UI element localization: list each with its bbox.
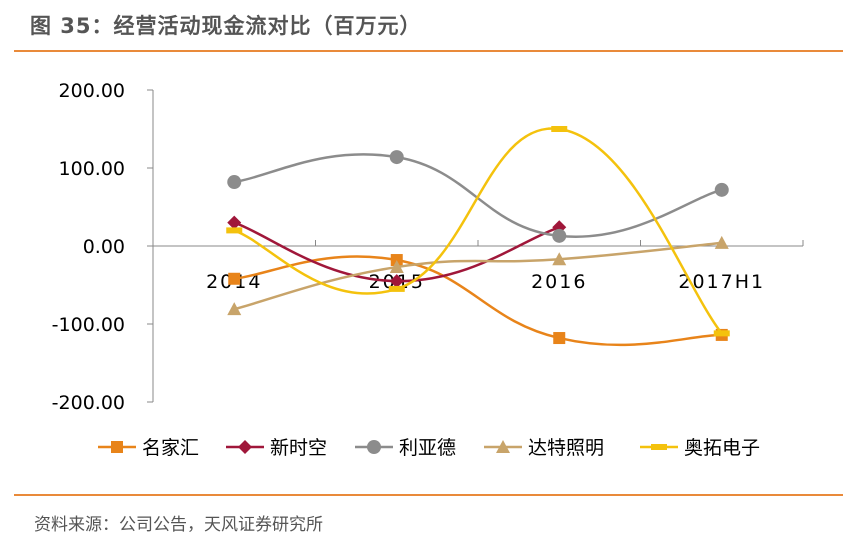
y-tick-label: -200.00 <box>52 392 125 414</box>
series-1-line <box>234 255 722 347</box>
series-1-point <box>390 254 403 267</box>
legend-item-2-marker <box>238 440 252 454</box>
series-4-point <box>714 235 729 249</box>
legend-item-1-marker <box>111 441 123 453</box>
series-5-point <box>226 227 243 234</box>
legend-item-3-label: 利亚德 <box>399 437 456 459</box>
x-tick-label: 2016 <box>531 271 587 293</box>
y-tick-label: 0.00 <box>83 236 125 258</box>
series-3-point <box>227 175 242 190</box>
series-2-point <box>227 215 242 230</box>
series-4-point <box>389 260 404 274</box>
y-tick-label: 100.00 <box>59 158 125 180</box>
legend-item-5-marker <box>651 444 667 450</box>
series-5-point <box>713 330 730 337</box>
series-3-point <box>389 150 404 165</box>
legend-item-4-marker <box>496 440 510 453</box>
series-5-point <box>388 285 405 292</box>
series-2-point <box>389 274 404 289</box>
series-4-line <box>233 241 722 311</box>
source-note: 资料来源：公司公告，天风证券研究所 <box>34 515 323 535</box>
chart-title: 图 35：经营活动现金流对比（百万元） <box>30 14 422 38</box>
series-4-point <box>227 302 242 316</box>
series-4-point <box>552 252 567 266</box>
series-5-point <box>551 126 568 132</box>
series-3-point <box>552 228 567 243</box>
legend-item-1-label: 名家汇 <box>142 437 199 459</box>
legend-item-3-marker <box>367 440 381 454</box>
y-tick-label: -100.00 <box>52 314 125 336</box>
series-5-line <box>233 127 723 335</box>
legend-item-4-label: 达特照明 <box>528 437 604 459</box>
legend-item-5-label: 奥拓电子 <box>684 437 760 459</box>
x-tick-label: 2017H1 <box>678 271 765 293</box>
title-divider <box>14 50 843 52</box>
y-tick-label: 200.00 <box>59 80 125 102</box>
series-1-point <box>553 332 566 345</box>
legend-item-2-label: 新时空 <box>270 437 327 459</box>
series-1-point <box>228 272 241 285</box>
footer-divider <box>14 494 843 496</box>
series-3-point <box>714 182 729 197</box>
